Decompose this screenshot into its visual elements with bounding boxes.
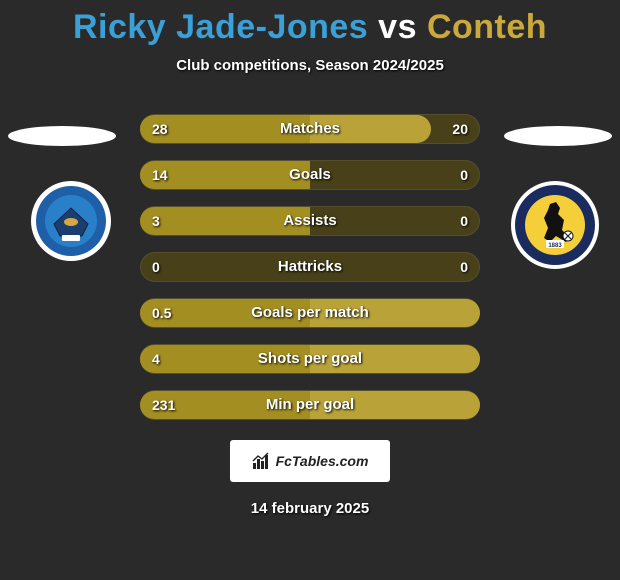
stat-label: Assists bbox=[140, 206, 480, 236]
stat-bars: Matches2820Goals140Assists30Hattricks00G… bbox=[0, 114, 620, 420]
stat-label: Goals per match bbox=[140, 298, 480, 328]
fctables-watermark: FcTables.com bbox=[230, 440, 390, 482]
stat-value-left: 0.5 bbox=[152, 298, 171, 328]
vs-separator: vs bbox=[368, 8, 427, 46]
comparison-title: Ricky Jade-Jones vs Conteh bbox=[0, 0, 620, 47]
player2-name: Conteh bbox=[427, 8, 547, 46]
stat-value-right: 0 bbox=[460, 252, 468, 282]
stat-label: Hattricks bbox=[140, 252, 480, 282]
stat-row: Goals per match0.5 bbox=[0, 298, 620, 328]
stat-value-left: 4 bbox=[152, 344, 160, 374]
stat-value-left: 231 bbox=[152, 390, 175, 420]
subtitle: Club competitions, Season 2024/2025 bbox=[0, 57, 620, 74]
comparison-date: 14 february 2025 bbox=[0, 500, 620, 517]
stat-value-left: 14 bbox=[152, 160, 168, 190]
stat-row: Min per goal231 bbox=[0, 390, 620, 420]
stat-label: Shots per goal bbox=[140, 344, 480, 374]
stat-value-left: 0 bbox=[152, 252, 160, 282]
stat-value-right: 0 bbox=[460, 206, 468, 236]
stat-row: Assists3 0 bbox=[0, 206, 620, 236]
stat-value-left: 3 bbox=[152, 206, 160, 236]
player1-name: Ricky Jade-Jones bbox=[73, 8, 368, 46]
stat-label: Min per goal bbox=[140, 390, 480, 420]
stat-row: Matches28 20 bbox=[0, 114, 620, 144]
stat-value-right: 20 bbox=[452, 114, 468, 144]
stat-row: Shots per goal4 bbox=[0, 344, 620, 374]
stat-label: Matches bbox=[140, 114, 480, 144]
stat-value-left: 28 bbox=[152, 114, 168, 144]
stat-row: Goals14 0 bbox=[0, 160, 620, 190]
watermark-text: FcTables.com bbox=[276, 453, 369, 469]
stat-value-right: 0 bbox=[460, 160, 468, 190]
chart-bars-icon bbox=[252, 451, 272, 471]
stat-label: Goals bbox=[140, 160, 480, 190]
stat-row: Hattricks0 0 bbox=[0, 252, 620, 282]
